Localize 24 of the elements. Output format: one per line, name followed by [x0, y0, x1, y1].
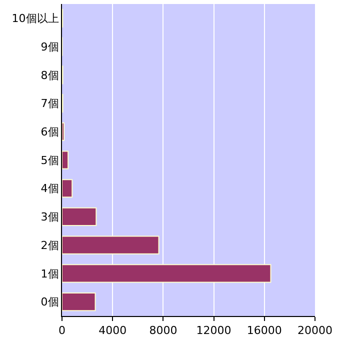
y-tick-label: 2個	[40, 238, 59, 252]
y-tick-label: 0個	[40, 296, 59, 309]
x-tick-label: 4000	[98, 324, 127, 338]
x-tick-label: 16000	[246, 324, 282, 338]
bar	[62, 150, 69, 170]
y-tick-label: 10個以上	[12, 12, 59, 26]
x-tick-label: 8000	[149, 324, 178, 338]
x-tick-label: 20000	[298, 324, 332, 338]
y-tick-label: 1個	[40, 267, 59, 280]
bar	[62, 292, 96, 312]
bar	[62, 122, 65, 141]
y-tick-label: 8個	[40, 68, 59, 82]
bar	[62, 236, 160, 254]
y-tick-label: 9個	[40, 40, 59, 54]
x-tick-label: 0	[58, 324, 66, 338]
bar	[62, 207, 97, 226]
y-tick-label: 5個	[40, 154, 59, 167]
y-tick-label: 7個	[40, 97, 59, 110]
bar	[62, 264, 272, 283]
y-tick-label: 3個	[40, 210, 59, 224]
bar	[62, 179, 73, 198]
y-tick-label: 4個	[40, 182, 59, 196]
x-tick-label: 12000	[196, 324, 232, 338]
y-tick-label: 6個	[40, 125, 59, 138]
